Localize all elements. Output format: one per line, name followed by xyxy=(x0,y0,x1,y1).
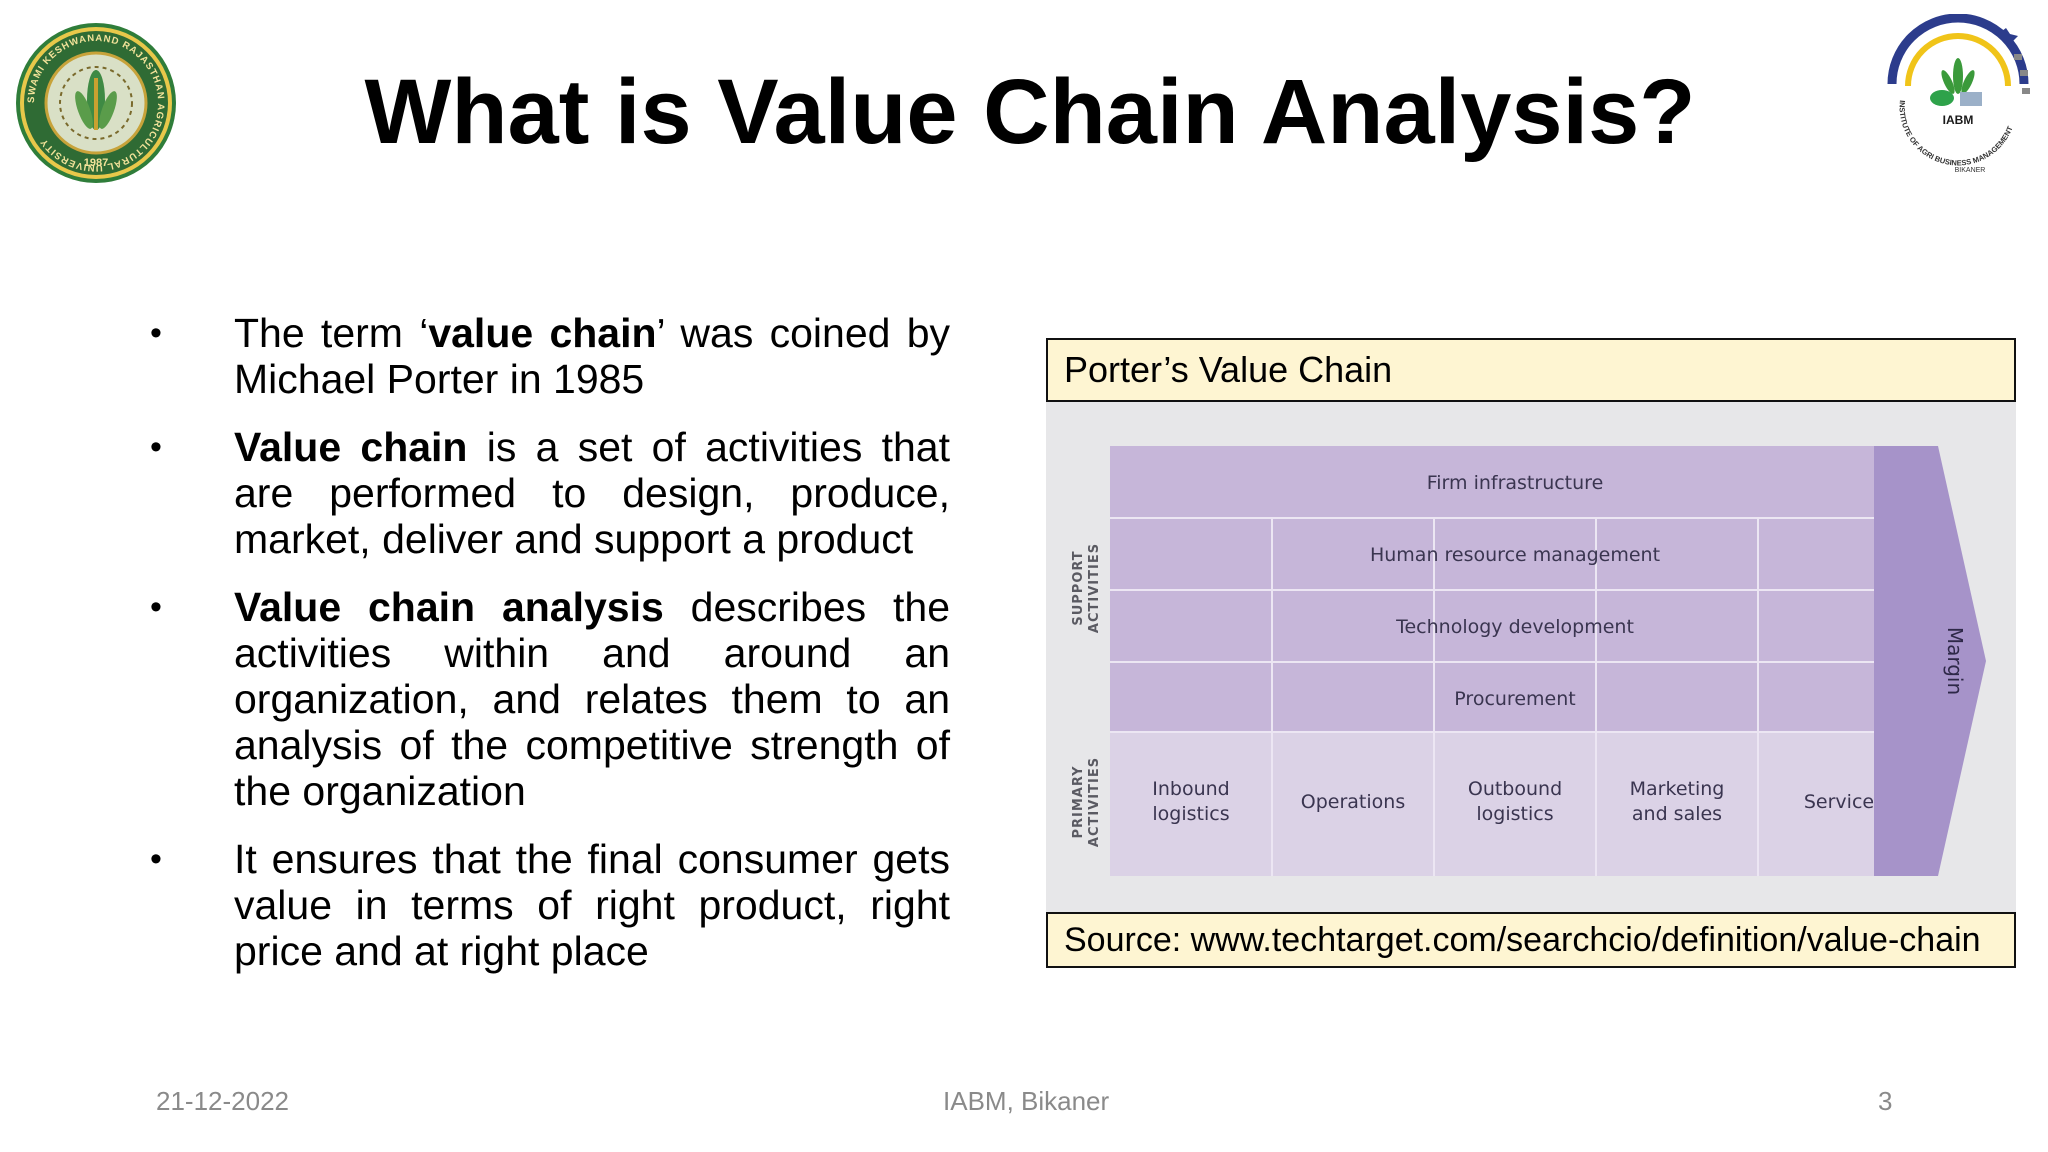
primary-activity-label: Operations xyxy=(1301,791,1405,813)
primary-activity-label: Inbound xyxy=(1152,778,1229,800)
bullet-dot: • xyxy=(150,588,162,626)
slide-title: What is Value Chain Analysis? xyxy=(364,61,1696,163)
figure-caption-source: Source: www.techtarget.com/searchcio/def… xyxy=(1046,912,2016,968)
value-chain-diagram: Firm infrastructure Human resource manag… xyxy=(1046,402,2016,912)
bullet-text-post: It ensures that the final consumer gets … xyxy=(234,836,950,974)
bullet-text-bold: Value chain xyxy=(234,424,468,470)
bullet-item: • The term ‘value chain’ was coined by Mi… xyxy=(150,310,950,402)
bullet-item: • It ensures that the final consumer gets… xyxy=(150,836,950,974)
bullet-text-pre: The term ‘ xyxy=(234,310,429,356)
bullet-dot: • xyxy=(150,314,162,352)
footer-organization: IABM, Bikaner xyxy=(943,1086,1110,1116)
margin-label: Margin xyxy=(1943,627,1967,695)
bullet-item: • Value chain analysis describes the acti… xyxy=(150,584,950,814)
figure-caption-top: Porter’s Value Chain xyxy=(1046,338,2016,402)
primary-activity-label: Service xyxy=(1804,791,1874,813)
bullet-text-bold: value chain xyxy=(428,310,657,356)
support-activity-label: Procurement xyxy=(1454,688,1575,710)
primary-activity-label: logistics xyxy=(1476,803,1553,825)
bullet-item: • Value chain is a set of activities that… xyxy=(150,424,950,562)
primary-side-label: PRIMARY xyxy=(1071,765,1086,838)
bullet-list: • The term ‘value chain’ was coined by Mi… xyxy=(150,310,950,996)
support-activity-label: Firm infrastructure xyxy=(1427,472,1604,494)
university-seal-icon: SWAMI KESHWANAND RAJASTHAN AGRICULTURAL … xyxy=(16,23,176,183)
margin-arrow xyxy=(1874,446,1986,876)
university-seal-logo: SWAMI KESHWANAND RAJASTHAN AGRICULTURAL … xyxy=(10,20,182,186)
primary-activity-label: Marketing xyxy=(1630,778,1725,800)
value-chain-figure: Porter’s Value Chain xyxy=(1046,338,2018,968)
primary-activity-label: Outbound xyxy=(1468,778,1562,800)
bullet-dot: • xyxy=(150,840,162,878)
primary-activity-label: logistics xyxy=(1152,803,1229,825)
support-activity-label: Technology development xyxy=(1395,616,1634,638)
slide-number: 3 xyxy=(1878,1086,1893,1116)
footer-date: 21-12-2022 xyxy=(156,1086,289,1116)
primary-side-label: ACTIVITIES xyxy=(1087,757,1102,847)
iabm-city-text: BIKANER xyxy=(1955,167,1986,174)
primary-activities-band xyxy=(1110,732,1874,876)
seal-year: 1987 xyxy=(84,157,108,169)
iabm-logo-icon: IABM INSTITUTE OF AGRI BUSINESS MANAGEME… xyxy=(1887,13,2030,174)
iabm-logo: IABM INSTITUTE OF AGRI BUSINESS MANAGEME… xyxy=(1878,13,2038,176)
support-side-label: ACTIVITIES xyxy=(1087,543,1102,633)
support-activity-label: Human resource management xyxy=(1370,544,1660,566)
grid-lines xyxy=(1110,517,1874,876)
primary-activity-label: and sales xyxy=(1632,803,1722,825)
support-side-label: SUPPORT xyxy=(1071,550,1086,625)
iabm-logo-text: IABM xyxy=(1943,113,1974,127)
bullet-text-bold: Value chain analysis xyxy=(234,584,664,630)
bullet-dot: • xyxy=(150,428,162,466)
bullet-text-post: is a set of activities that are performe… xyxy=(234,424,950,562)
bullet-text-post: describes the activities within and arou… xyxy=(234,584,950,814)
bullet-text-post: ’ was coined by Michael Porter in 1985 xyxy=(234,310,951,402)
